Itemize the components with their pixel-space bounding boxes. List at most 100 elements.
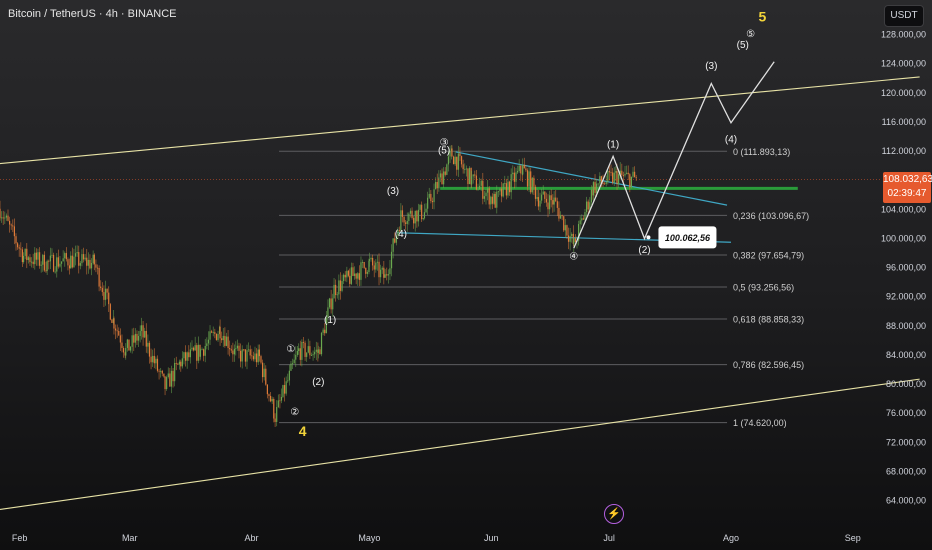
wave-label: (5) xyxy=(737,40,749,51)
fib-level-label: 0 (111.893,13) xyxy=(733,147,790,157)
candle-body xyxy=(444,171,446,175)
candle-body xyxy=(302,341,305,343)
candle-body xyxy=(515,172,517,182)
candle-body xyxy=(627,172,629,175)
candle-body xyxy=(269,395,272,402)
candle-body xyxy=(314,351,316,355)
candle-body xyxy=(243,349,245,351)
target-callout-label: 100.062,56 xyxy=(665,233,711,243)
candle-body xyxy=(312,354,314,356)
y-tick-label: 120.000,00 xyxy=(881,88,926,98)
candle-body xyxy=(536,197,538,199)
candle-body xyxy=(537,197,540,207)
candle-body xyxy=(446,164,448,175)
wave-label: (2) xyxy=(638,245,650,256)
candle-body xyxy=(295,354,297,360)
candle-body xyxy=(134,333,136,343)
candle-body xyxy=(395,235,397,243)
candle-body xyxy=(287,380,289,382)
fib-level-label: 0,786 (82.596,45) xyxy=(733,360,804,370)
candle-body xyxy=(592,182,595,196)
lightning-icon[interactable]: ⚡ xyxy=(604,504,624,524)
candle-body xyxy=(357,273,359,279)
candle-body xyxy=(290,363,292,371)
candle-body xyxy=(1,217,3,219)
candle-body xyxy=(22,255,25,263)
candle-body xyxy=(459,153,461,157)
candle-body xyxy=(482,180,484,199)
candle-body xyxy=(550,195,552,201)
candle-body xyxy=(45,270,47,272)
currency-button[interactable]: USDT xyxy=(884,5,924,27)
candle-body xyxy=(573,238,575,244)
candle-body xyxy=(525,168,527,171)
candle-body xyxy=(327,307,329,318)
y-tick-label: 64.000,00 xyxy=(886,496,926,506)
candle-body xyxy=(387,274,389,276)
candle-body xyxy=(251,355,253,357)
candle-body xyxy=(153,355,155,364)
fib-level-label: 0,236 (103.096,67) xyxy=(733,211,809,221)
candle-body xyxy=(244,349,246,362)
y-tick-label: 112.000,00 xyxy=(882,146,926,156)
candle-body xyxy=(62,258,64,262)
candle-body xyxy=(324,329,326,334)
candle-body xyxy=(579,220,581,225)
candle-body xyxy=(414,210,416,224)
candle-body xyxy=(454,156,456,165)
candle-body xyxy=(531,177,533,193)
fib-level-label: 1 (74.620,00) xyxy=(733,418,787,428)
candle-body xyxy=(155,358,157,364)
candle-body xyxy=(158,370,160,372)
candle-body xyxy=(504,183,506,185)
fib-level-label: 0,618 (88.858,33) xyxy=(733,315,804,325)
candle-body xyxy=(615,171,617,173)
candle-body xyxy=(26,248,28,261)
candle-body xyxy=(43,254,45,271)
y-tick-label: 68.000,00 xyxy=(886,466,926,476)
candle-body xyxy=(380,269,382,278)
x-tick-label: Abr xyxy=(245,533,259,543)
candle-body xyxy=(493,193,495,204)
candle-body xyxy=(368,260,370,273)
candle-body xyxy=(608,171,611,173)
candle-body xyxy=(35,252,37,260)
candle-body xyxy=(150,356,152,363)
candle-body xyxy=(594,182,596,193)
candle-body xyxy=(632,171,634,177)
candle-body xyxy=(507,181,509,196)
candle-body xyxy=(20,248,22,250)
candle-body xyxy=(325,317,327,334)
candle-body xyxy=(111,319,113,323)
candle-body xyxy=(322,329,324,333)
candle-body xyxy=(315,349,317,352)
candle-body xyxy=(430,193,432,202)
candle-body xyxy=(169,373,171,387)
candle-body xyxy=(64,253,66,259)
candle-body xyxy=(539,200,541,207)
wave-label: (2) xyxy=(312,377,324,388)
y-tick-label: 72.000,00 xyxy=(886,437,926,447)
y-tick-label: 84.000,00 xyxy=(886,350,926,360)
wave-label: (1) xyxy=(324,315,336,326)
candle-body xyxy=(160,370,162,372)
wave-label: (4) xyxy=(725,134,737,145)
candle-body xyxy=(183,352,185,359)
candle-body xyxy=(544,191,546,199)
candle-body xyxy=(191,347,193,350)
candle-body xyxy=(319,349,321,355)
y-tick-label: 100.000,00 xyxy=(881,233,926,243)
candle-body xyxy=(192,347,195,351)
candle-body xyxy=(386,274,388,276)
candle-body xyxy=(510,174,512,193)
candle-body xyxy=(180,361,182,367)
last-price-tag: 108.032,63 02:39:47 xyxy=(883,172,932,203)
candle-body xyxy=(475,175,477,190)
candle-body xyxy=(207,339,210,344)
candle-body xyxy=(60,261,63,264)
fib-level-label: 0,382 (97.654,79) xyxy=(733,250,804,260)
candle-body xyxy=(468,167,471,185)
candle-body xyxy=(129,346,132,351)
